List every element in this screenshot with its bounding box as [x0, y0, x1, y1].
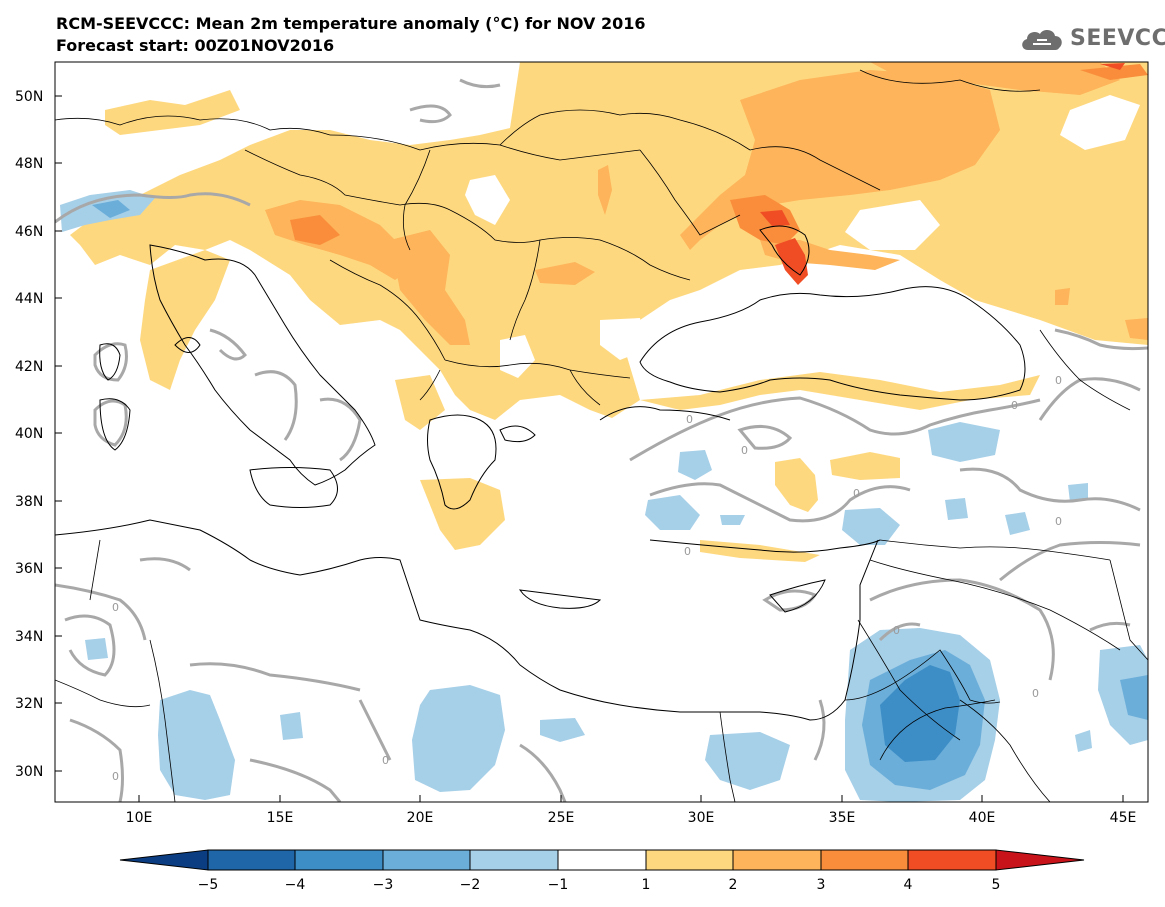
- latitude-axis: 50N 48N 46N 44N 42N 40N 38N 36N 34N 32N …: [15, 89, 62, 780]
- cloud-icon: [1022, 30, 1062, 50]
- colorbar: −5 −4 −3 −2 −1 1 2 3 4 5: [119, 849, 1085, 893]
- lat-tick-label: 48N: [15, 156, 43, 172]
- map-area: 0 0 0 0 0 0 0 0 0 0 0 0: [55, 62, 1148, 802]
- colorbar-label: −3: [373, 877, 394, 893]
- contour-label: 0: [112, 770, 119, 783]
- country-borders: [55, 69, 1148, 802]
- lat-tick-label: 46N: [15, 224, 43, 240]
- contour-label: 0: [686, 413, 693, 426]
- lat-tick-label: 44N: [15, 291, 43, 307]
- lat-tick-label: 34N: [15, 629, 43, 645]
- colorbar-segment: [732, 849, 822, 871]
- colorbar-segment: [645, 849, 734, 871]
- lon-tick-label: 10E: [126, 810, 153, 826]
- colorbar-label: 3: [817, 877, 826, 893]
- coastlines: [55, 225, 1026, 721]
- lon-tick-label: 25E: [548, 810, 575, 826]
- colorbar-segment: [294, 849, 384, 871]
- lon-tick-label: 35E: [829, 810, 856, 826]
- strong-warm-fill: [290, 64, 1148, 245]
- colorbar-segment: [995, 849, 1085, 871]
- lon-tick-label: 15E: [267, 810, 294, 826]
- lat-tick-label: 36N: [15, 561, 43, 577]
- contour-label: 0: [684, 545, 691, 558]
- longitude-axis: 10E 15E 20E 25E 30E 35E 40E 45E: [126, 795, 1137, 826]
- contour-labels: 0 0 0 0 0 0 0 0 0 0 0 0: [112, 374, 1062, 783]
- contour-label: 0: [893, 624, 900, 637]
- colorbar-segment: [119, 849, 209, 871]
- contour-label: 0: [1011, 399, 1018, 412]
- colorbar-label: 1: [642, 877, 651, 893]
- colorbar-label: −2: [460, 877, 481, 893]
- contour-label: 0: [741, 444, 748, 457]
- contour-label: 0: [853, 487, 860, 500]
- lat-tick-label: 40N: [15, 426, 43, 442]
- forecast-start-subtitle: Forecast start: 00Z01NOV2016: [56, 36, 335, 55]
- contour-label: 0: [1032, 687, 1039, 700]
- lat-tick-label: 50N: [15, 89, 43, 105]
- contour-label: 0: [382, 754, 389, 767]
- colorbar-label: −1: [548, 877, 569, 893]
- colorbar-segment: [469, 849, 559, 871]
- colorbar-segment: [382, 849, 471, 871]
- lat-tick-label: 42N: [15, 359, 43, 375]
- colorbar-segment: [820, 849, 909, 871]
- very-strong-warm-fill: [760, 63, 1125, 285]
- colorbar-label: −4: [285, 877, 306, 893]
- contour-label: 0: [1055, 515, 1062, 528]
- lon-tick-label: 40E: [969, 810, 996, 826]
- contour-label: 0: [112, 601, 119, 614]
- colorbar-label: 2: [729, 877, 738, 893]
- colorbar-segment: [907, 849, 997, 871]
- lon-tick-label: 30E: [688, 810, 715, 826]
- zero-contour-lines: [55, 78, 1148, 802]
- lat-tick-label: 30N: [15, 764, 43, 780]
- map-title: RCM-SEEVCCC: Mean 2m temperature anomaly…: [56, 14, 646, 33]
- contour-label: 0: [1055, 374, 1062, 387]
- map-frame: [54, 61, 1149, 803]
- lat-tick-label: 38N: [15, 494, 43, 510]
- colorbar-label: 5: [992, 877, 1001, 893]
- colorbar-label: 4: [904, 877, 913, 893]
- lon-tick-label: 20E: [407, 810, 434, 826]
- moderate-warm-fill: [265, 62, 1148, 345]
- seevccc-logo: SEEVCCC: [1018, 24, 1165, 56]
- colorbar-segment: [207, 849, 296, 871]
- colorbar-segment: [557, 849, 647, 871]
- lat-tick-label: 32N: [15, 696, 43, 712]
- logo-text: SEEVCCC: [1070, 26, 1165, 51]
- colorbar-label: −5: [198, 877, 219, 893]
- lon-tick-label: 45E: [1110, 810, 1137, 826]
